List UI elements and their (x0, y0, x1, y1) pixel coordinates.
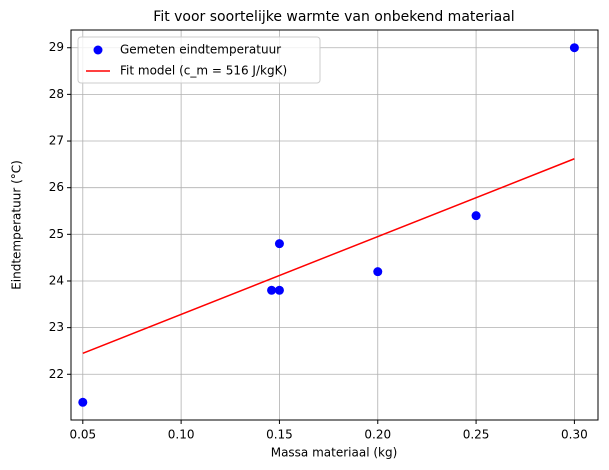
x-tick-label: 0.20 (364, 428, 391, 442)
data-point (274, 285, 284, 295)
y-tick-label: 25 (49, 227, 64, 241)
y-tick-label: 22 (49, 367, 64, 381)
data-point (274, 239, 284, 249)
plot-frame (70, 29, 599, 421)
y-tick-label: 26 (49, 180, 64, 194)
legend-marker (93, 45, 103, 55)
data-point (373, 267, 383, 277)
chart-title: Fit voor soortelijke warmte van onbekend… (153, 9, 514, 25)
x-axis-label: Massa materiaal (kg) (271, 446, 398, 460)
fit-line (82, 158, 575, 354)
y-tick-label: 24 (49, 273, 64, 287)
data-point (78, 397, 88, 407)
x-tick-label: 0.30 (561, 428, 588, 442)
legend-label: Fit model (c_m = 516 J/kgK) (120, 64, 287, 78)
legend-label: Gemeten eindtemperatuur (120, 43, 281, 57)
x-tick-label: 0.05 (69, 428, 96, 442)
y-axis-label: Eindtemperatuur (°C) (10, 160, 24, 290)
data-point (471, 211, 481, 221)
legend-box (77, 36, 321, 84)
x-tick-label: 0.25 (463, 428, 490, 442)
data-point (569, 43, 579, 53)
y-tick-label: 29 (49, 40, 64, 54)
y-tick-label: 23 (49, 320, 64, 334)
x-tick-label: 0.10 (168, 428, 195, 442)
data-point (267, 285, 277, 295)
y-tick-label: 28 (49, 87, 64, 101)
y-tick-label: 27 (49, 134, 64, 148)
x-tick-label: 0.15 (266, 428, 293, 442)
